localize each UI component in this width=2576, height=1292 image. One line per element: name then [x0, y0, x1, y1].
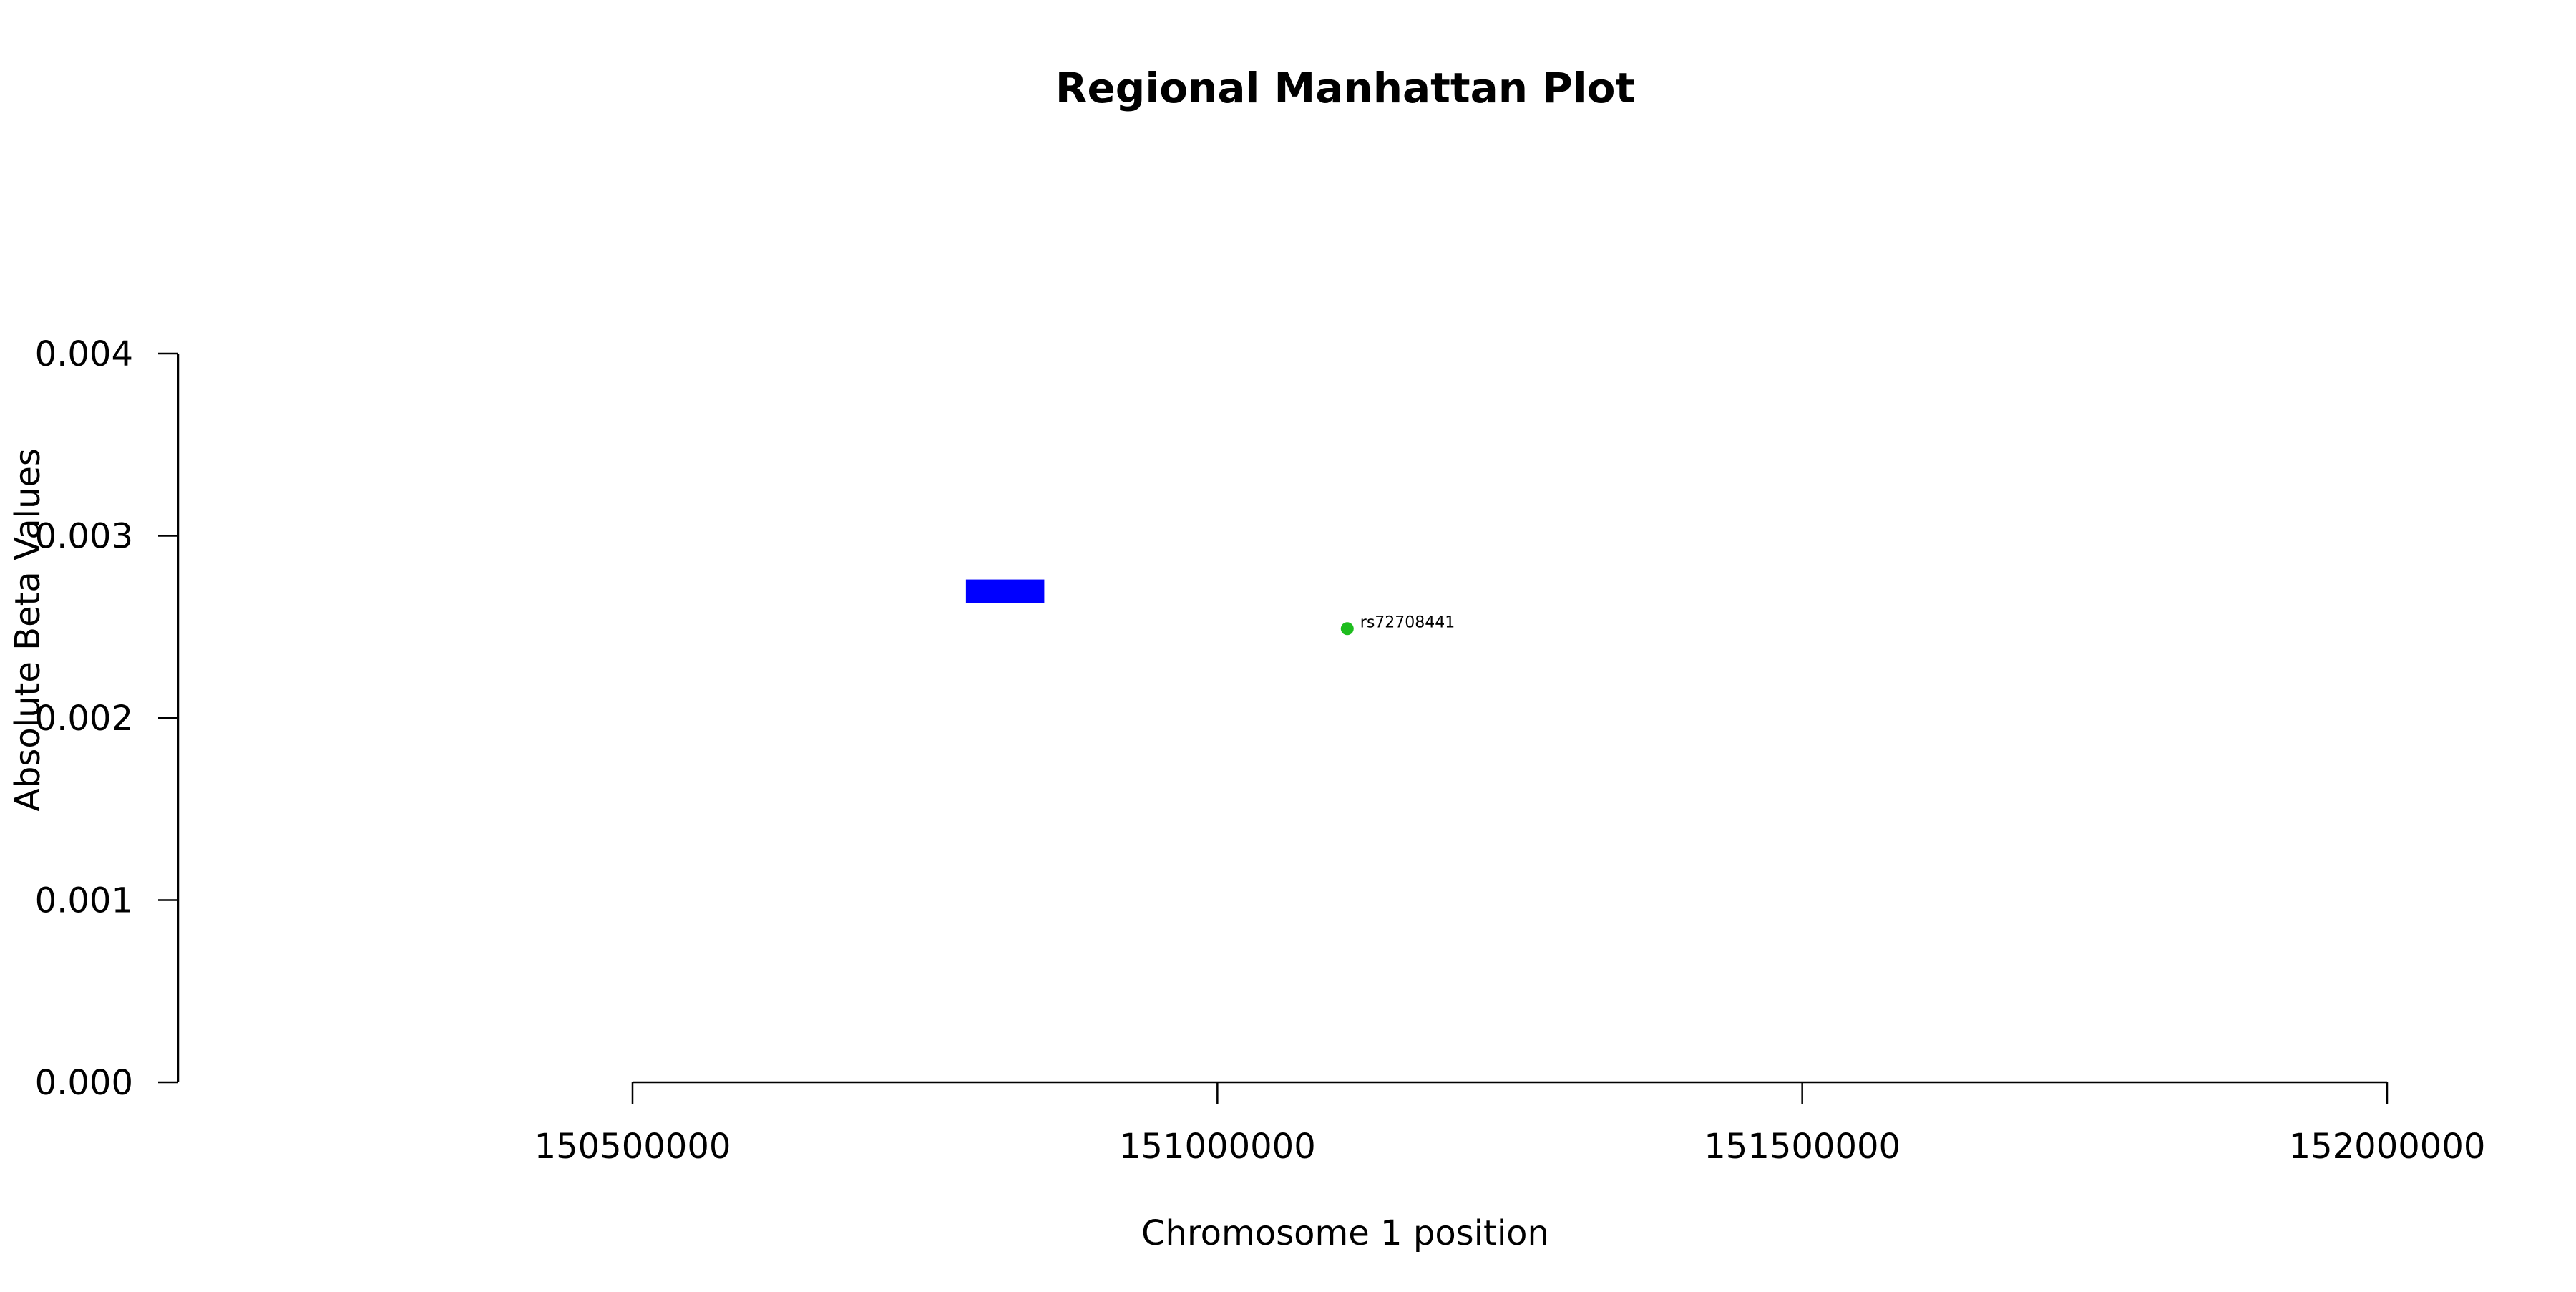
- point-label: rs72708441: [1360, 613, 1455, 631]
- x-tick-label: 151500000: [1704, 1127, 1901, 1167]
- y-tick-label: 0.000: [35, 1063, 133, 1103]
- data-point: [1340, 622, 1354, 636]
- y-tick-label: 0.004: [35, 334, 133, 374]
- x-axis: 150500000 151000000 151500000 152000000: [535, 1081, 2486, 1167]
- y-axis-label: Absolute Beta Values: [8, 448, 48, 812]
- y-axis: 0.000 0.001 0.002 0.003 0.004: [35, 334, 180, 1103]
- x-tick-label: 150500000: [535, 1127, 731, 1167]
- y-tick-label: 0.002: [35, 699, 133, 739]
- chart-title: Regional Manhattan Plot: [1055, 64, 1635, 112]
- x-tick-label: 151000000: [1119, 1127, 1316, 1167]
- y-tick-label: 0.003: [35, 517, 133, 557]
- x-axis-label: Chromosome 1 position: [1141, 1213, 1549, 1253]
- plot-marks: rs72708441: [965, 579, 1455, 636]
- y-tick-label: 0.001: [35, 881, 133, 921]
- x-tick-label: 152000000: [2289, 1127, 2486, 1167]
- region-bar: [965, 579, 1045, 603]
